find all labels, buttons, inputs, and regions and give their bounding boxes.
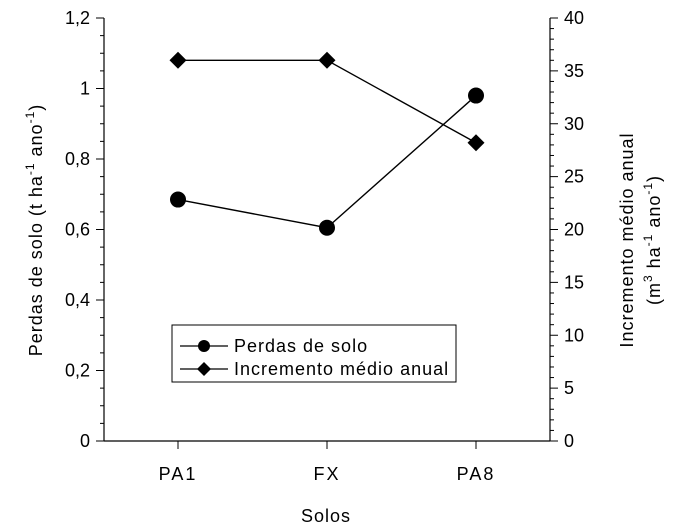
y-left-title-end: ) (26, 104, 46, 111)
y-right-title-sup3: -1 (641, 182, 655, 195)
y-right-title-b: ha (644, 246, 664, 274)
data-point-incremento (467, 134, 485, 152)
y-left-tick-label: 0 (80, 431, 90, 451)
legend-label-perdas: Perdas de solo (234, 336, 368, 356)
series-line-perdas (177, 95, 477, 229)
y-left-title-sup1: -1 (23, 162, 37, 175)
legend: Perdas de solo Incremento médio anual (171, 324, 457, 383)
y-right-title-a: (m (644, 282, 664, 305)
y-right-tick-label: 20 (564, 220, 584, 240)
y-left-tick-label: 1,2 (65, 8, 90, 28)
x-tick-label: PA8 (457, 464, 496, 484)
y-right-tick-label: 10 (564, 325, 584, 345)
data-point-perdas (319, 219, 335, 236)
y-axis-right-title-line2: (m3 ha-1 ano-1) (641, 175, 664, 305)
y-right-tick-label: 35 (564, 61, 584, 81)
x-axis-title: Solos (301, 506, 351, 526)
y-right-tick-label: 40 (564, 8, 584, 28)
y-right-title-sup2: -1 (641, 234, 655, 247)
legend-marker-diamond (197, 362, 211, 376)
data-point-perdas (170, 191, 186, 208)
axes: 0 0,2 0,4 0,6 0,8 1 1,2 0 5 10 15 20 25 30 35 40 PA1 FX PA… (65, 8, 584, 484)
legend-box (171, 324, 457, 383)
y-right-title-sup1: 3 (641, 274, 655, 282)
y-right-tick-label: 15 (564, 272, 584, 292)
x-tick-label: PA1 (159, 464, 198, 484)
x-tick-label: FX (313, 464, 340, 484)
y-left-title-text: Perdas de solo (t ha (26, 175, 46, 356)
y-left-title-sup2: -1 (23, 111, 37, 124)
data-point-incremento (169, 51, 187, 69)
data-point-perdas (468, 87, 484, 104)
y-right-tick-label: 25 (564, 167, 584, 187)
y-left-tick-label: 0,2 (65, 361, 90, 381)
y-left-title-mid: ano (26, 123, 46, 162)
y-axis-right-title-line1: Incremento médio anual (617, 132, 637, 347)
y-left-tick-label: 0,6 (65, 220, 90, 240)
y-right-title-d: ) (644, 175, 664, 182)
legend-marker-circle (198, 340, 210, 352)
series-line-incremento (178, 59, 477, 144)
y-right-title-c: ano (644, 195, 664, 234)
series-layer (169, 51, 485, 236)
legend-label-incremento: Incremento médio anual (234, 359, 449, 379)
y-left-tick-label: 0,8 (65, 149, 90, 169)
data-point-incremento (318, 51, 336, 69)
y-right-tick-label: 30 (564, 114, 584, 134)
y-right-tick-label: 5 (564, 378, 574, 398)
y-axis-left-title: Perdas de solo (t ha-1 ano-1) (23, 104, 46, 357)
y-right-tick-label: 0 (564, 431, 574, 451)
y-left-tick-label: 0,4 (65, 290, 90, 310)
y-left-tick-label: 1 (80, 79, 90, 99)
